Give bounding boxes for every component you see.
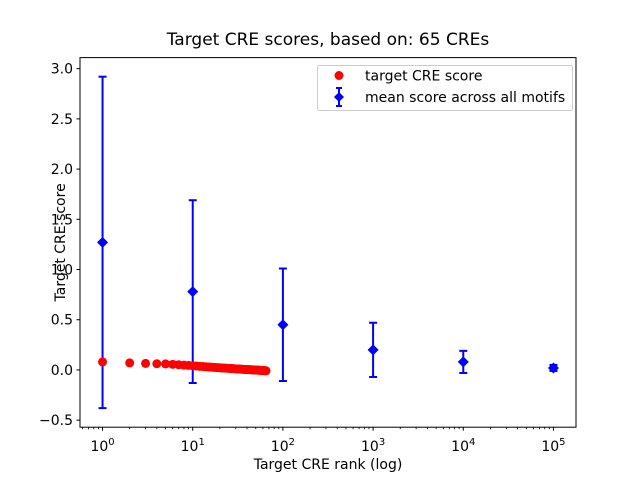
target-score-dot: [125, 358, 135, 368]
mean-score-diamond: [367, 344, 379, 356]
legend-circle-marker-icon: [334, 71, 344, 80]
legend-diamond-errorbar-marker-icon: [334, 87, 344, 107]
x-tick-label: 103: [361, 437, 385, 455]
target-score-dot: [152, 359, 162, 369]
y-axis-label: Target CRE score: [53, 183, 69, 302]
mean-score-diamond: [277, 319, 289, 331]
target-score-dot: [141, 358, 151, 368]
chart-title: Target CRE scores, based on: 65 CREs: [166, 30, 490, 50]
mean-score-diamond: [457, 356, 469, 368]
legend-box: [317, 65, 573, 111]
y-tick-label: 2.5: [51, 112, 73, 128]
target-score-dot: [98, 357, 108, 367]
mean-score-diamond: [547, 362, 559, 374]
mean-score-series: [97, 75, 559, 410]
x-tick-label: 104: [451, 437, 475, 455]
target-score-series: [98, 357, 271, 376]
legend-label-target-score: target CRE score: [365, 69, 482, 85]
plot-area: [80, 57, 576, 428]
y-tick-label: 3.0: [51, 62, 73, 78]
y-axis: −0.5 0.0 0.5 1.0 1.5 2.0 2.5 3.0: [39, 62, 80, 429]
y-tick-label: 0.5: [51, 313, 73, 329]
x-axis: 100 101 102 103 104 105: [82, 427, 566, 455]
mean-score-diamond: [187, 286, 199, 298]
target-score-dot: [161, 359, 171, 369]
axes-spines: [79, 57, 577, 428]
legend-label-mean-score: mean score across all motifs: [365, 90, 565, 106]
x-tick-label: 100: [90, 437, 114, 455]
x-tick-label: 102: [271, 437, 295, 455]
x-tick-label: 101: [181, 437, 205, 455]
y-tick-label: 1.0: [51, 263, 73, 279]
y-tick-label: 1.5: [51, 212, 73, 228]
mean-score-diamond: [97, 236, 109, 248]
x-tick-label: 105: [541, 437, 565, 455]
legend: target CRE score mean score across all m…: [317, 65, 573, 111]
x-axis-label: Target CRE rank (log): [253, 457, 403, 473]
target-score-dot: [261, 366, 271, 376]
y-tick-label: 0.0: [51, 363, 73, 379]
y-tick-label: −0.5: [39, 413, 73, 429]
y-tick-label: 2.0: [51, 162, 73, 178]
